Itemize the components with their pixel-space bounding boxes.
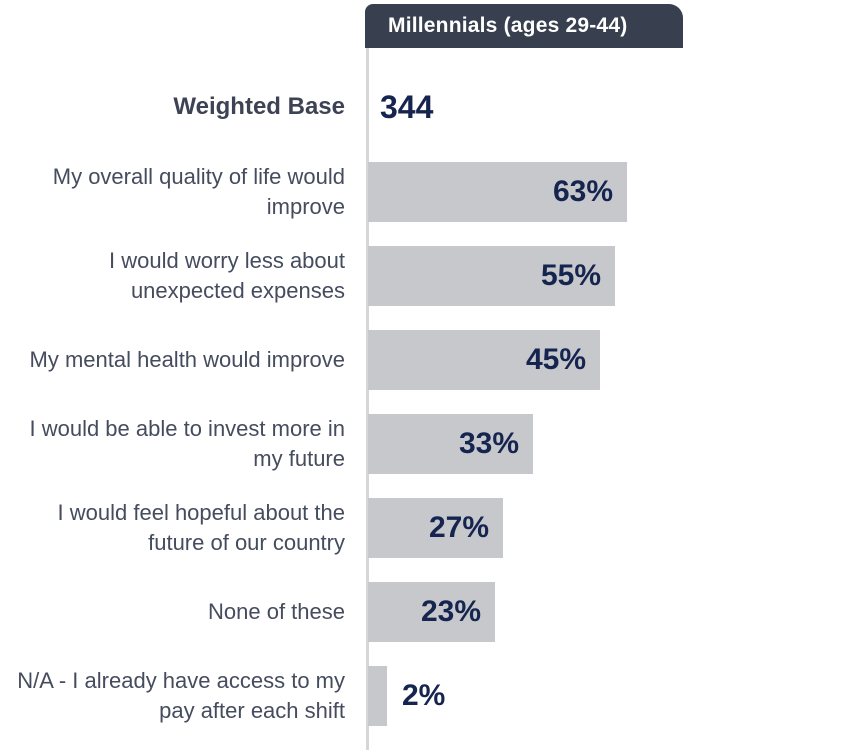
category-label: N/A - I already have access to my pay af… xyxy=(17,668,345,723)
chart-row: My overall quality of life would improve… xyxy=(0,162,852,222)
bar: 55% xyxy=(368,246,615,306)
bar xyxy=(368,666,387,726)
column-header-tab: Millennials (ages 29-44) xyxy=(365,4,683,48)
category-label: None of these xyxy=(208,599,345,624)
value-label: 2% xyxy=(402,679,446,712)
chart-row: My mental health would improve 45% xyxy=(0,330,852,390)
category-label: I would be able to invest more in my fut… xyxy=(29,416,345,471)
category-label: I would worry less about unexpected expe… xyxy=(109,248,345,303)
chart-row: N/A - I already have access to my pay af… xyxy=(0,666,852,726)
bar: 63% xyxy=(368,162,627,222)
category-label: My overall quality of life would improve xyxy=(52,164,345,219)
column-header-label: Millennials (ages 29-44) xyxy=(388,14,628,37)
chart-row: I would worry less about unexpected expe… xyxy=(0,246,852,306)
chart-row: None of these 23% xyxy=(0,582,852,642)
category-label: I would feel hopeful about the future of… xyxy=(57,500,345,555)
bar: 33% xyxy=(368,414,533,474)
weighted-base-row: Weighted Base 344 xyxy=(0,80,852,134)
weighted-base-label: Weighted Base xyxy=(173,93,345,120)
value-label: 27% xyxy=(428,511,489,544)
value-label: 45% xyxy=(525,343,586,376)
chart-row: I would be able to invest more in my fut… xyxy=(0,414,852,474)
chart-row: I would feel hopeful about the future of… xyxy=(0,498,852,558)
value-label: 33% xyxy=(458,427,519,460)
value-label: 23% xyxy=(420,595,481,628)
category-label: My mental health would improve xyxy=(29,347,345,372)
bar: 45% xyxy=(368,330,600,390)
axis-line xyxy=(366,48,369,750)
bar: 23% xyxy=(368,582,495,642)
value-label: 55% xyxy=(540,259,601,292)
value-label: 63% xyxy=(552,175,613,208)
bar: 27% xyxy=(368,498,503,558)
weighted-base-value: 344 xyxy=(380,88,434,125)
